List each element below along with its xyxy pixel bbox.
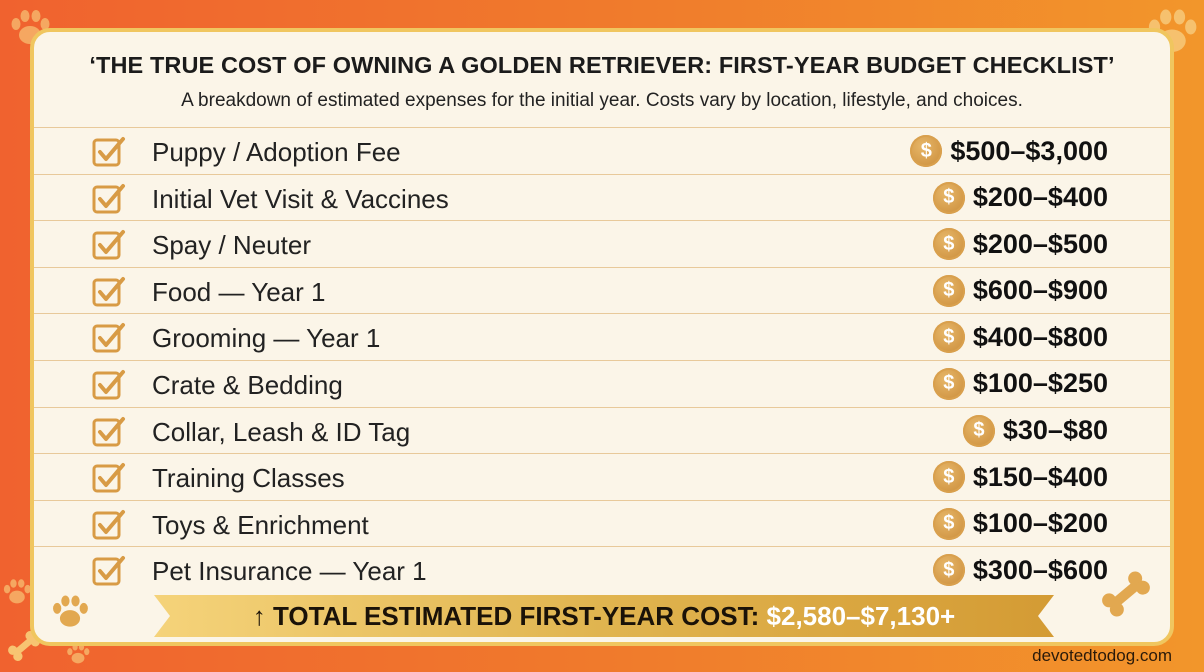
- paw-print-icon: [11, 10, 50, 44]
- dollar-coin-icon: $: [932, 461, 965, 494]
- expense-price: $ $100–$250: [932, 367, 1108, 400]
- dollar-coin-icon: $: [932, 367, 965, 400]
- dollar-coin-icon: $: [932, 507, 965, 540]
- paw-print-icon: [67, 643, 90, 664]
- expense-label: Crate & Bedding: [152, 369, 343, 400]
- site-footer: devotedtodog.com: [1032, 646, 1172, 665]
- checkbox-checked-icon[interactable]: [92, 462, 126, 494]
- expense-price: $ $30–$80: [962, 414, 1108, 447]
- expense-price: $ $200–$400: [932, 181, 1108, 214]
- expense-price: $ $150–$400: [932, 461, 1108, 494]
- expense-price: $ $600–$900: [932, 274, 1108, 307]
- expense-label: Initial Vet Visit & Vaccines: [152, 183, 449, 214]
- checkbox-checked-icon[interactable]: [92, 555, 126, 587]
- total-label: TOTAL ESTIMATED FIRST-YEAR COST:: [272, 601, 760, 631]
- price-range: $200–$400: [972, 182, 1108, 213]
- checkbox-checked-icon[interactable]: [92, 183, 126, 215]
- up-arrow-icon: ↑: [252, 601, 266, 631]
- expense-price: $ $300–$600: [932, 554, 1108, 587]
- page-title: ‘THE TRUE COST OF OWNING A GOLDEN RETRIE…: [89, 52, 1115, 78]
- expense-row: Crate & Bedding $ $100–$250: [34, 359, 1170, 407]
- expense-row: Spay / Neuter $ $200–$500: [34, 220, 1170, 267]
- expense-label: Pet Insurance — Year 1: [152, 556, 427, 587]
- dollar-coin-icon: $: [932, 274, 965, 307]
- expense-label: Spay / Neuter: [152, 230, 311, 261]
- dollar-coin-icon: $: [910, 135, 943, 167]
- expense-price: $ $400–$800: [932, 321, 1108, 354]
- price-range: $600–$900: [972, 275, 1108, 306]
- price-range: $500–$3,000: [950, 135, 1108, 166]
- expense-row: Training Classes $ $150–$400: [34, 453, 1170, 500]
- expense-row: Food — Year 1 $ $600–$900: [34, 266, 1170, 314]
- dollar-coin-icon: $: [962, 414, 995, 447]
- expense-price: $ $200–$500: [932, 228, 1108, 261]
- page-subtitle: A breakdown of estimated expenses for th…: [181, 90, 1023, 111]
- price-range: $30–$80: [1002, 415, 1108, 446]
- bone-icon: [1102, 571, 1150, 617]
- paw-print-icon: [53, 595, 88, 627]
- price-range: $400–$800: [972, 321, 1108, 352]
- budget-card: ‘THE TRUE COST OF OWNING A GOLDEN RETRIE…: [30, 28, 1174, 646]
- checkbox-checked-icon[interactable]: [92, 322, 126, 354]
- checkbox-checked-icon[interactable]: [92, 136, 126, 168]
- expense-label: Training Classes: [152, 463, 345, 494]
- expense-label: Food — Year 1: [152, 276, 326, 307]
- paw-print-icon: [3, 579, 31, 604]
- expense-row: Initial Vet Visit & Vaccines $ $200–$400: [34, 173, 1170, 221]
- expense-label: Collar, Leash & ID Tag: [152, 416, 411, 447]
- total-banner: ↑ TOTAL ESTIMATED FIRST-YEAR COST: $2,58…: [154, 595, 1054, 637]
- price-range: $300–$600: [972, 554, 1108, 585]
- checkbox-checked-icon[interactable]: [92, 276, 126, 308]
- checkbox-checked-icon[interactable]: [92, 416, 126, 448]
- expense-row: Toys & Enrichment $ $100–$200: [34, 499, 1170, 547]
- expense-label: Puppy / Adoption Fee: [152, 137, 401, 167]
- expense-price: $ $500–$3,000: [910, 135, 1108, 167]
- dollar-coin-icon: $: [932, 228, 965, 261]
- total-cost-text: ↑ TOTAL ESTIMATED FIRST-YEAR COST: $2,58…: [154, 601, 1054, 632]
- dollar-coin-icon: $: [932, 321, 965, 354]
- expense-list: Puppy / Adoption Fee $ $500–$3,000 Initi…: [34, 127, 1170, 593]
- expense-row: Grooming — Year 1 $ $400–$800: [34, 313, 1170, 360]
- expense-label: Grooming — Year 1: [152, 323, 381, 354]
- checkbox-checked-icon[interactable]: [92, 509, 126, 541]
- checkbox-checked-icon[interactable]: [92, 369, 126, 401]
- total-value: $2,580–$7,130+: [766, 601, 956, 631]
- checkbox-checked-icon[interactable]: [92, 229, 126, 261]
- expense-row: Pet Insurance — Year 1 $ $300–$600: [34, 546, 1170, 593]
- dollar-coin-icon: $: [932, 554, 965, 587]
- expense-label: Toys & Enrichment: [152, 509, 369, 540]
- price-range: $200–$500: [972, 228, 1108, 259]
- expense-row: Collar, Leash & ID Tag $ $30–$80: [34, 406, 1170, 454]
- price-range: $150–$400: [972, 461, 1108, 492]
- expense-row: Puppy / Adoption Fee $ $500–$3,000: [34, 127, 1170, 174]
- dollar-coin-icon: $: [932, 181, 965, 214]
- price-range: $100–$200: [972, 508, 1108, 539]
- expense-price: $ $100–$200: [932, 507, 1108, 540]
- price-range: $100–$250: [972, 368, 1108, 399]
